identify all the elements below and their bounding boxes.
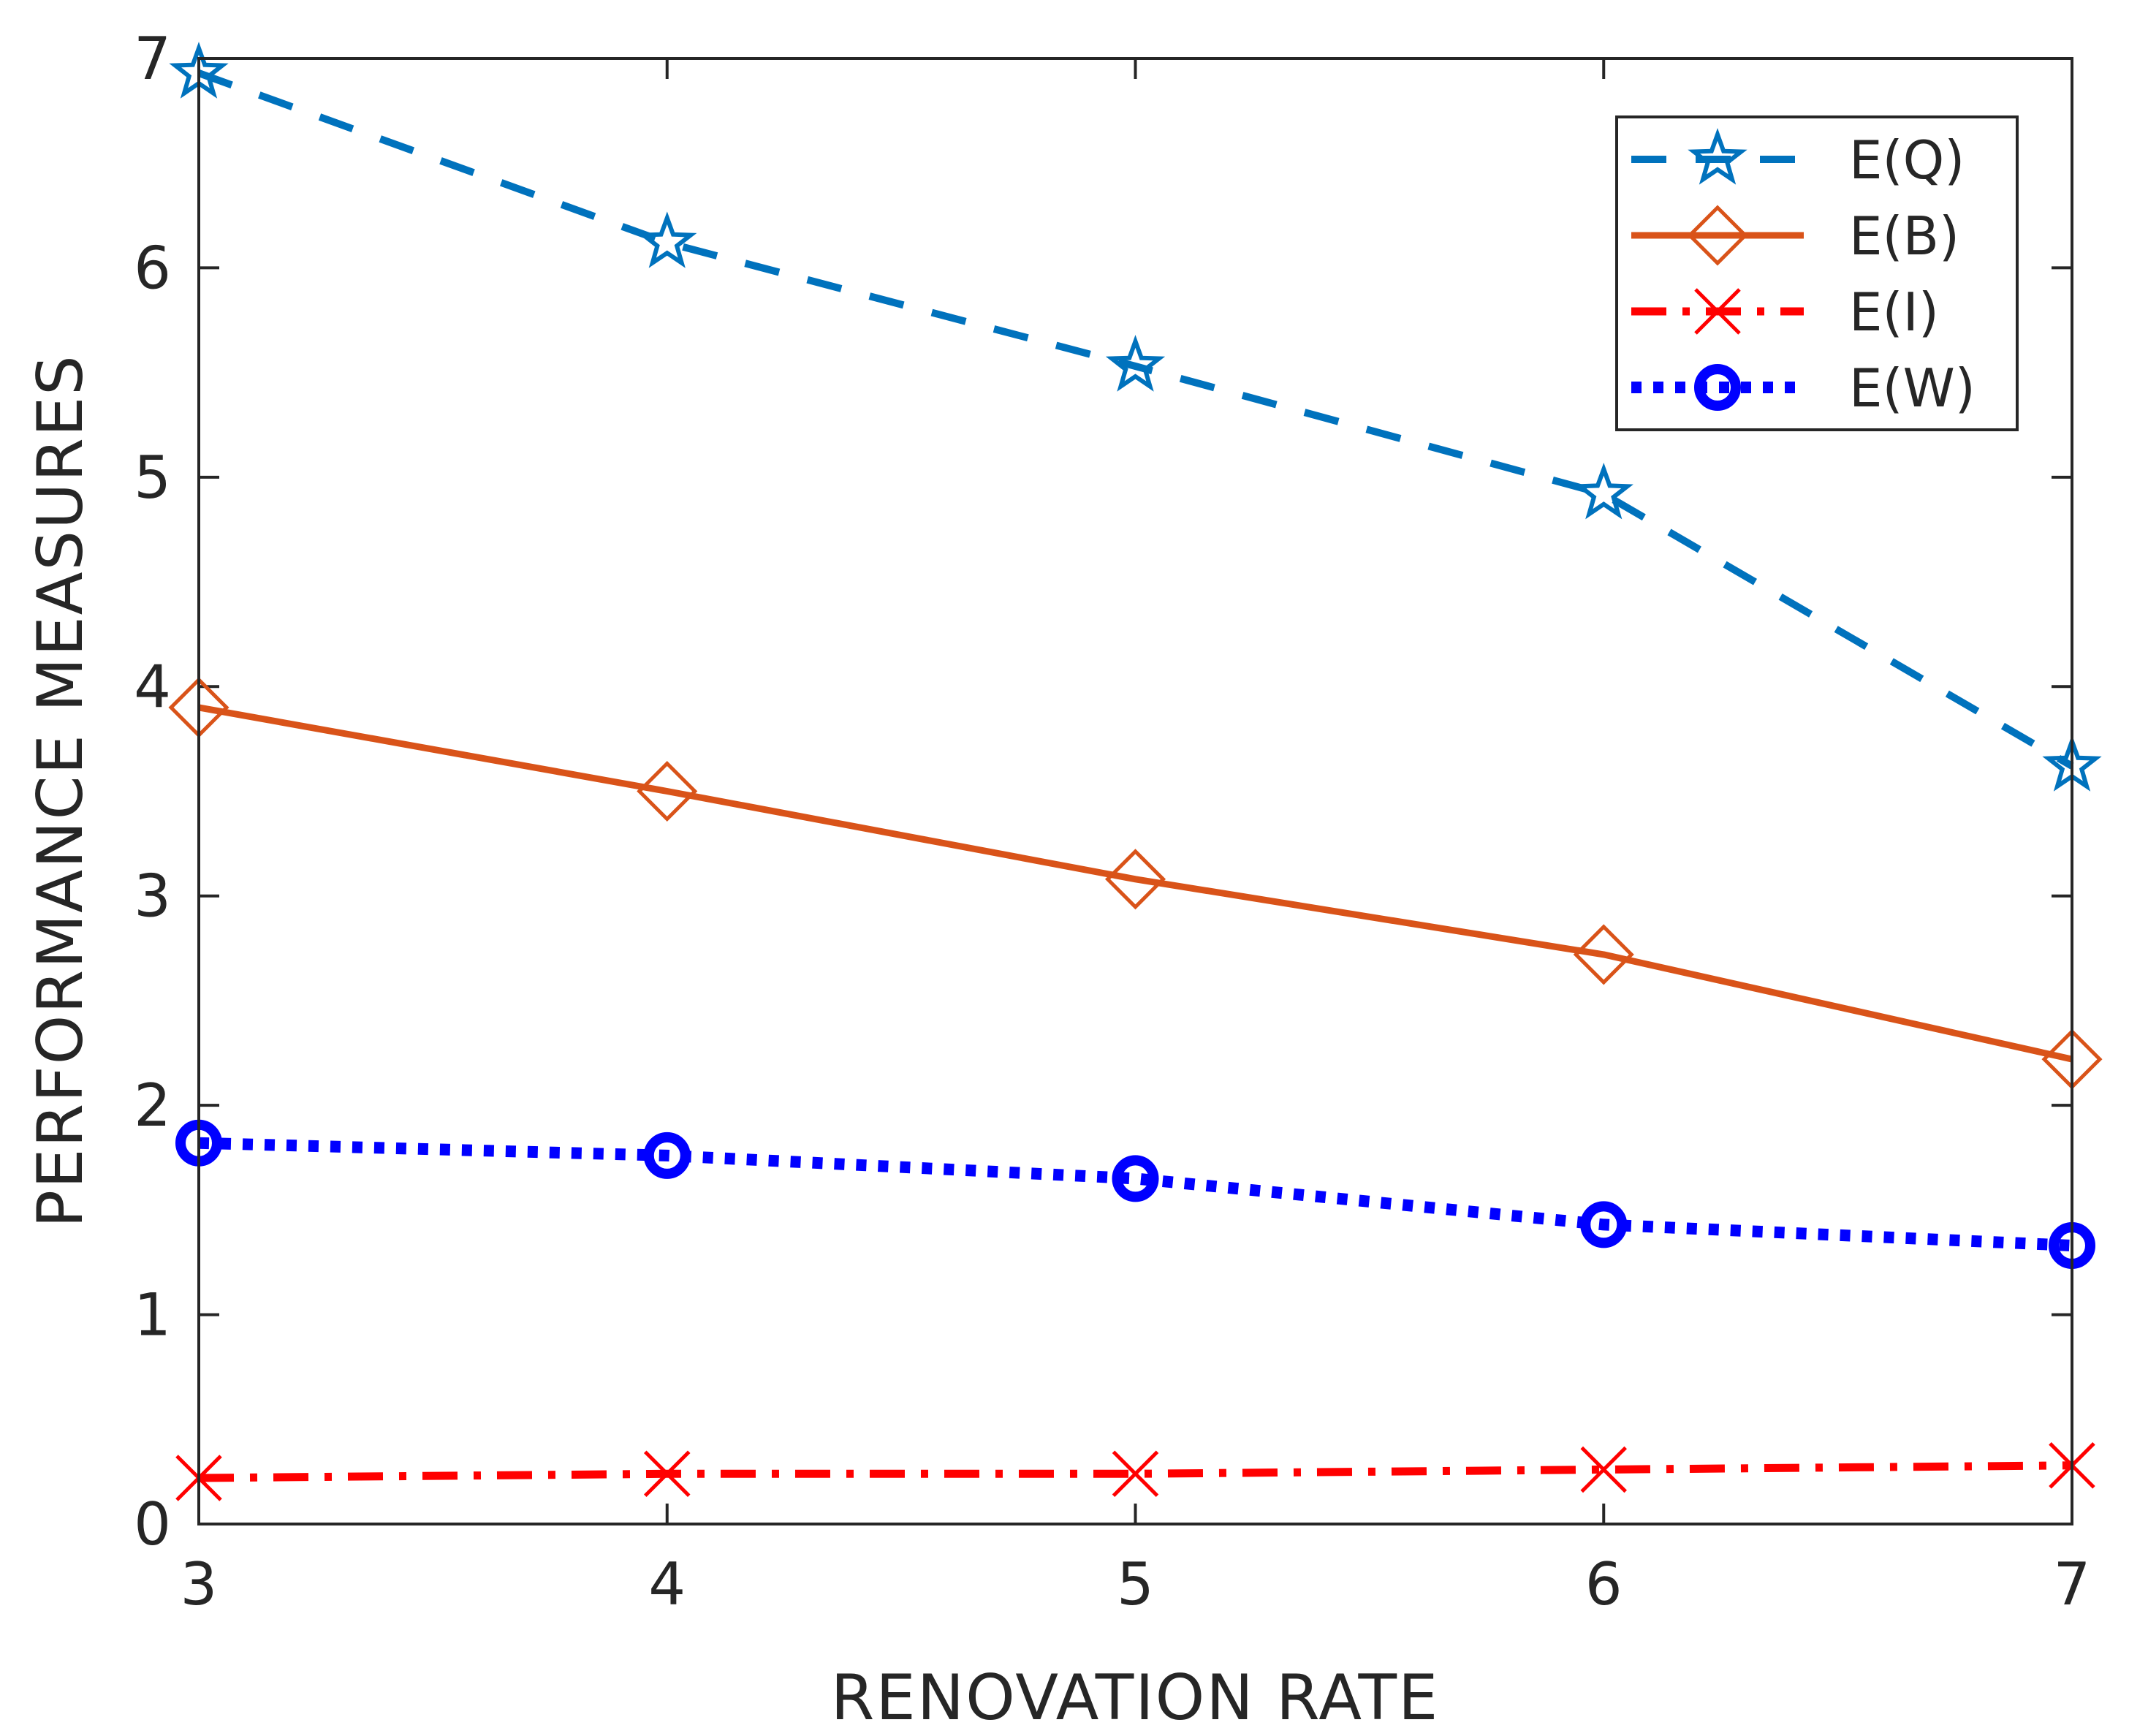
series-line: [198, 704, 2073, 1063]
data-point: [1105, 335, 1166, 392]
data-point: [1112, 1450, 1159, 1498]
series-E(B): [168, 677, 2103, 1090]
legend-entry: E(Q): [1631, 128, 1965, 191]
data-point: [1104, 849, 1166, 910]
legend-entry: E(W): [1631, 357, 1976, 419]
y-tick-label: 3: [134, 863, 171, 930]
y-tick-label: 2: [134, 1072, 171, 1140]
x-tick-label: 7: [2054, 1550, 2091, 1618]
series-line: [197, 69, 2074, 770]
data-point: [1112, 1155, 1159, 1202]
data-point: [1580, 1201, 1628, 1248]
data-point: [1573, 924, 1634, 985]
data-point: [1574, 463, 1633, 520]
y-axis-label: PERFORMANCE MEASURES: [24, 354, 97, 1228]
y-tick-label: 6: [134, 234, 171, 302]
x-tick-label: 4: [648, 1550, 686, 1618]
x-axis-label: RENOVATION RATE: [831, 1661, 1440, 1735]
data-point: [643, 1450, 691, 1498]
x-tick-label: 3: [181, 1550, 218, 1618]
legend-entry: E(B): [1631, 205, 1959, 267]
legend-marker: [1694, 364, 1741, 411]
legend-marker: [1694, 288, 1741, 335]
x-tick-label: 5: [1117, 1550, 1154, 1618]
legend-label: E(Q): [1849, 129, 1965, 191]
tick-labels: 3 4 5 6 7 0 1 2 3 4 5 6 7: [134, 25, 2090, 1618]
plot-frame: [197, 57, 2073, 1525]
series-line: [198, 1461, 2073, 1482]
legend-label: E(B): [1849, 205, 1959, 267]
data-point: [643, 1132, 691, 1179]
series-line: [198, 1137, 2073, 1251]
legend-entry: E(I): [1631, 281, 1939, 343]
y-tick-label: 1: [134, 1281, 171, 1349]
legend-label: E(W): [1849, 357, 1976, 419]
y-tick-label: 5: [134, 444, 171, 512]
legend-label: E(I): [1849, 281, 1939, 343]
series-layer: [168, 42, 2103, 1501]
legend-marker: [1688, 128, 1747, 185]
legend-box: [1615, 115, 2019, 431]
y-tick-label: 0: [134, 1490, 171, 1558]
data-point: [637, 211, 697, 268]
legend: E(Q) E(B) E(I) E(W): [1615, 115, 2019, 431]
y-tick-label: 4: [134, 653, 171, 721]
data-point: [637, 760, 698, 822]
x-tick-label: 6: [1585, 1550, 1623, 1618]
legend-marker: [1687, 205, 1748, 266]
y-tick-label: 7: [134, 25, 171, 93]
data-point: [1580, 1446, 1628, 1493]
